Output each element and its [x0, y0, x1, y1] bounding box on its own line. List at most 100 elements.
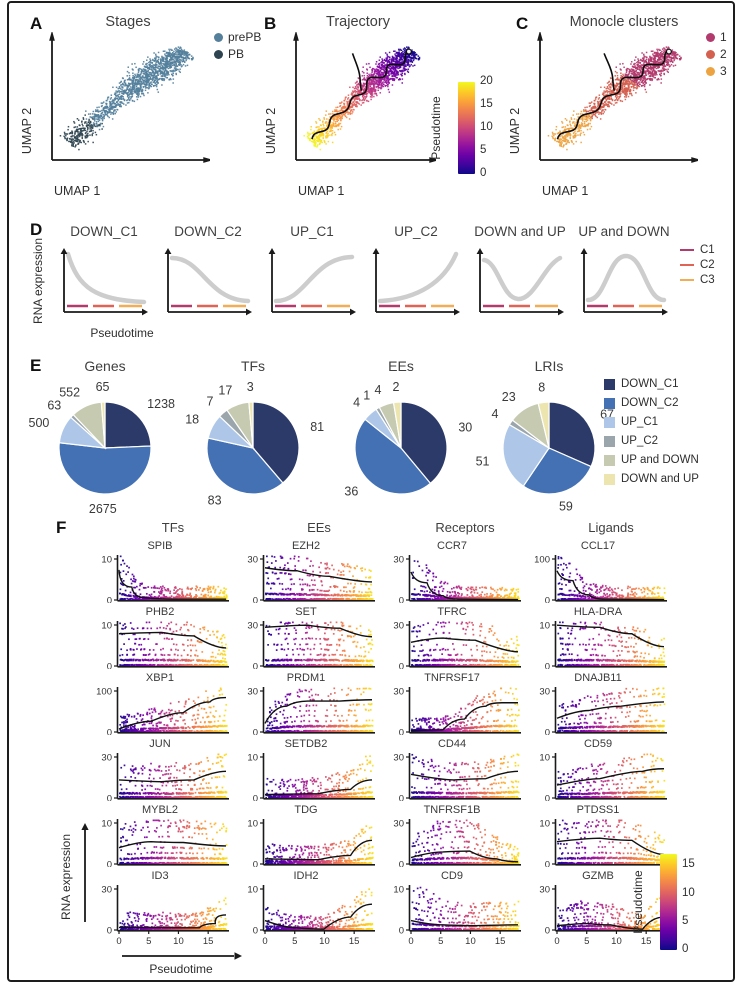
pseudotime-colorbar-b: Pseudotime 20 15 10 5 0 — [429, 75, 498, 179]
gene-plot-CD59 — [528, 751, 668, 801]
gene-title: TFRC — [437, 606, 467, 618]
gene-title: PRDM1 — [286, 672, 326, 684]
panel-a-stages: A Stages UMAP 2 UMAP 1 prePB PB — [12, 6, 261, 206]
gene-cell-PRDM1: PRDM1 — [236, 672, 376, 735]
pie-title: TFs — [240, 358, 266, 374]
gene-cell-TNFRSF1B: TNFRSF1B — [382, 804, 522, 867]
gene-title: MYBL2 — [141, 804, 179, 816]
gene-plot-TNFRSF17 — [382, 685, 522, 735]
gene-title: XBP1 — [145, 672, 175, 684]
pie-title: EEs — [388, 358, 414, 374]
pattern-plot-DOWN and UP: DOWN and UP — [472, 224, 568, 327]
pattern-title: UP and DOWN — [578, 224, 670, 239]
pie-value-label: 81 — [310, 420, 324, 434]
stage-legend-item: PB — [214, 47, 261, 61]
gene-plot-SPIB — [90, 553, 230, 603]
pie-value-label: 18 — [185, 412, 199, 426]
gene-title: EZH2 — [291, 540, 321, 552]
gene-plot-TNFRSF1B — [382, 817, 522, 867]
pie-value-label: 17 — [218, 384, 232, 398]
gene-plot-JUN — [90, 751, 230, 801]
pie-legend-label: DOWN_C1 — [621, 378, 679, 390]
gene-cell-CD44: CD44 — [382, 738, 522, 801]
gene-cell-DNAJB11: DNAJB11 — [528, 672, 668, 735]
panel-b-ylabel: UMAP 2 — [264, 107, 278, 155]
panel-d-expression-patterns: D RNA expression DOWN_C1 DOWN_C2 UP_C1 UP_C… — [12, 212, 728, 344]
colorbar-tick: 15 — [682, 858, 695, 871]
gene-title: HLA-DRA — [573, 606, 623, 618]
pie-value-label: 2 — [393, 380, 400, 394]
gene-title: CD44 — [437, 738, 467, 750]
pie-legend-swatch-icon — [604, 454, 615, 466]
curve-legend-swatch-icon — [680, 278, 694, 282]
gene-cell-JUN: JUN — [90, 738, 230, 801]
gene-plot-HLA-DRA — [528, 619, 668, 669]
gene-cell-CD9: CD9 — [382, 870, 522, 947]
colorbar-gradient — [458, 82, 475, 174]
pseudotime-axis-arrow — [122, 952, 242, 960]
panel-a-ylabel: UMAP 2 — [20, 107, 34, 155]
gene-title: IDH2 — [293, 870, 319, 882]
pie-legend-item: UP_C2 — [604, 435, 699, 447]
gene-cell-TNFRSF17: TNFRSF17 — [382, 672, 522, 735]
column-header-TFs: TFs — [161, 520, 185, 535]
gene-plot-EZH2 — [236, 553, 376, 603]
panel-f-ylabel: RNA expression — [59, 833, 73, 921]
pie-value-label: 59 — [559, 500, 573, 514]
panel-label-a: A — [30, 14, 43, 33]
gene-title: CCL17 — [580, 540, 616, 552]
pie-Genes: Genes 1238 2675 500 63 552 65 — [29, 358, 180, 516]
gene-title: DNAJB11 — [574, 672, 622, 684]
gene-plot-DNAJB11 — [528, 685, 668, 735]
panel-label-d: D — [30, 220, 43, 239]
rna-expression-axis-arrow — [81, 823, 89, 922]
stages-legend: prePB PB — [214, 30, 261, 64]
pie-value-label: 23 — [502, 390, 516, 404]
pie-value-label: 8 — [538, 380, 545, 394]
pie-value-label: 552 — [59, 385, 80, 399]
panel-label-f: F — [56, 518, 67, 537]
pie-legend-item: UP and DOWN — [604, 454, 699, 466]
pie-legend-swatch-icon — [604, 378, 615, 390]
pie-legend-label: UP_C1 — [621, 416, 659, 428]
gene-cell-IDH2: IDH2 — [236, 870, 376, 947]
panel-d-ylabel: RNA expression — [31, 237, 45, 325]
gene-plot-XBP1 — [90, 685, 230, 735]
colorbar-tick: 10 — [480, 121, 493, 133]
gene-title: TDG — [294, 804, 318, 816]
cluster-legend-swatch-icon — [706, 49, 715, 59]
pie-value-label: 30 — [458, 420, 472, 434]
pie-legend-item: DOWN_C1 — [604, 378, 699, 390]
cluster-curve-legend: C1 C2 C3 — [680, 244, 715, 289]
gene-plot-PRDM1 — [236, 685, 376, 735]
cluster-legend-item: 2 — [706, 47, 727, 61]
curve-legend-label: C3 — [700, 274, 715, 286]
cluster-legend-swatch-icon — [706, 66, 715, 76]
gene-title: CD59 — [583, 738, 613, 750]
gene-plot-SET — [236, 619, 376, 669]
gene-title: SET — [295, 606, 317, 618]
gene-plot-CCL17 — [528, 553, 668, 603]
pie-value-label: 1238 — [147, 397, 175, 411]
gene-cell-PHB2: PHB2 — [90, 606, 230, 669]
pie-value-label: 3 — [247, 380, 254, 394]
pie-title: LRIs — [534, 358, 564, 374]
gene-cell-TDG: TDG — [236, 804, 376, 867]
pie-legend-item: DOWN and UP — [604, 473, 699, 485]
stage-legend-item: prePB — [214, 30, 261, 44]
pie-legend-swatch-icon — [604, 473, 615, 485]
pie-LRIs: LRIs 67 59 51 4 23 8 — [474, 358, 624, 516]
pie-value-label: 2675 — [89, 502, 117, 516]
pattern-plot-UP_C2: UP_C2 — [368, 224, 464, 327]
pie-legend-swatch-icon — [604, 416, 615, 428]
gene-title: ID3 — [151, 870, 169, 882]
pattern-plot-UP and DOWN: UP and DOWN — [576, 224, 672, 327]
umap-clusters-plot — [530, 32, 698, 182]
gene-cell-CCL17: CCL17 — [528, 540, 668, 603]
gene-title: TNFRSF1B — [423, 804, 481, 816]
pie-legend-swatch-icon — [604, 397, 615, 409]
column-header-Receptors: Receptors — [435, 520, 495, 535]
pattern-title: DOWN_C1 — [70, 224, 138, 239]
curve-legend-label: C1 — [700, 244, 715, 256]
pie-legend: DOWN_C1 DOWN_C2 UP_C1 UP_C2 UP and DOWN DOWN … — [604, 378, 699, 492]
